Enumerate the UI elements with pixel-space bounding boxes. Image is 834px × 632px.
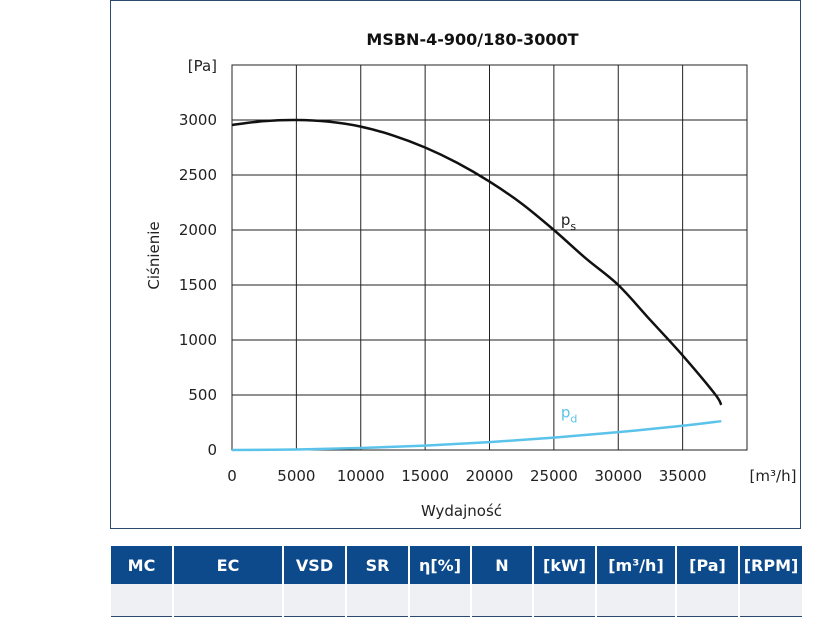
chart-frame: 0 5000 10000 15000 20000 25000 30000 35000 0 500 1… [110, 0, 801, 529]
x-tick-label: 25000 [530, 467, 578, 485]
table-cell [409, 584, 472, 617]
table-header-cell: VSD [283, 546, 347, 584]
x-axis-label: Wydajność [421, 502, 502, 520]
x-tick-label: 5000 [277, 467, 315, 485]
table-header-cell: N [471, 546, 534, 584]
table-header-cell: η[%] [409, 546, 472, 584]
performance-chart: 0 5000 10000 15000 20000 25000 30000 35000 0 500 1… [145, 30, 797, 520]
table-header-cell: EC [173, 546, 284, 584]
y-axis-label: Ciśnienie [145, 221, 163, 289]
x-tick-label: 15000 [401, 467, 449, 485]
table-header-row: MC EC VSD SR η[%] N [kW] [m³/h] [Pa] [RPM] [111, 546, 802, 584]
table-cell [111, 584, 174, 617]
table-cell [471, 584, 534, 617]
table-header-cell: [Pa] [676, 546, 740, 584]
y-unit-label: [Pa] [188, 57, 217, 75]
table-cell [283, 584, 347, 617]
chart-title: MSBN-4-900/180-3000T [366, 30, 578, 49]
table-cell [533, 584, 597, 617]
table-header-cell: [RPM] [739, 546, 802, 584]
spec-table: MC EC VSD SR η[%] N [kW] [m³/h] [Pa] [RPM] [111, 546, 802, 617]
y-tick-label: 2500 [179, 166, 217, 184]
x-tick-label: 35000 [659, 467, 707, 485]
x-tick-label: 30000 [594, 467, 642, 485]
x-unit-label: [m³/h] [750, 467, 797, 485]
table-header-cell: MC [111, 546, 174, 584]
series-line-pd [231, 419, 722, 452]
table-row [111, 584, 802, 617]
series-label-subscript: d [570, 413, 577, 426]
x-tick-label: 0 [227, 467, 237, 485]
y-tick-label: 0 [207, 441, 217, 459]
table-cell [739, 584, 802, 617]
series-line-ps [231, 118, 723, 406]
series-label-pd: pd [561, 404, 578, 426]
y-tick-label: 3000 [179, 111, 217, 129]
y-tick-label: 2000 [179, 221, 217, 239]
table-cell [173, 584, 284, 617]
x-tick-label: 10000 [337, 467, 385, 485]
table-header-cell: SR [346, 546, 410, 584]
y-tick-label: 1500 [179, 276, 217, 294]
table-header-cell: [m³/h] [596, 546, 677, 584]
table-cell [346, 584, 410, 617]
y-tick-label: 1000 [179, 331, 217, 349]
table-header-cell: [kW] [533, 546, 597, 584]
x-tick-label: 20000 [466, 467, 514, 485]
table-cell [676, 584, 740, 617]
table-cell [596, 584, 677, 617]
y-tick-label: 500 [188, 386, 217, 404]
series-label-subscript: s [570, 220, 576, 233]
